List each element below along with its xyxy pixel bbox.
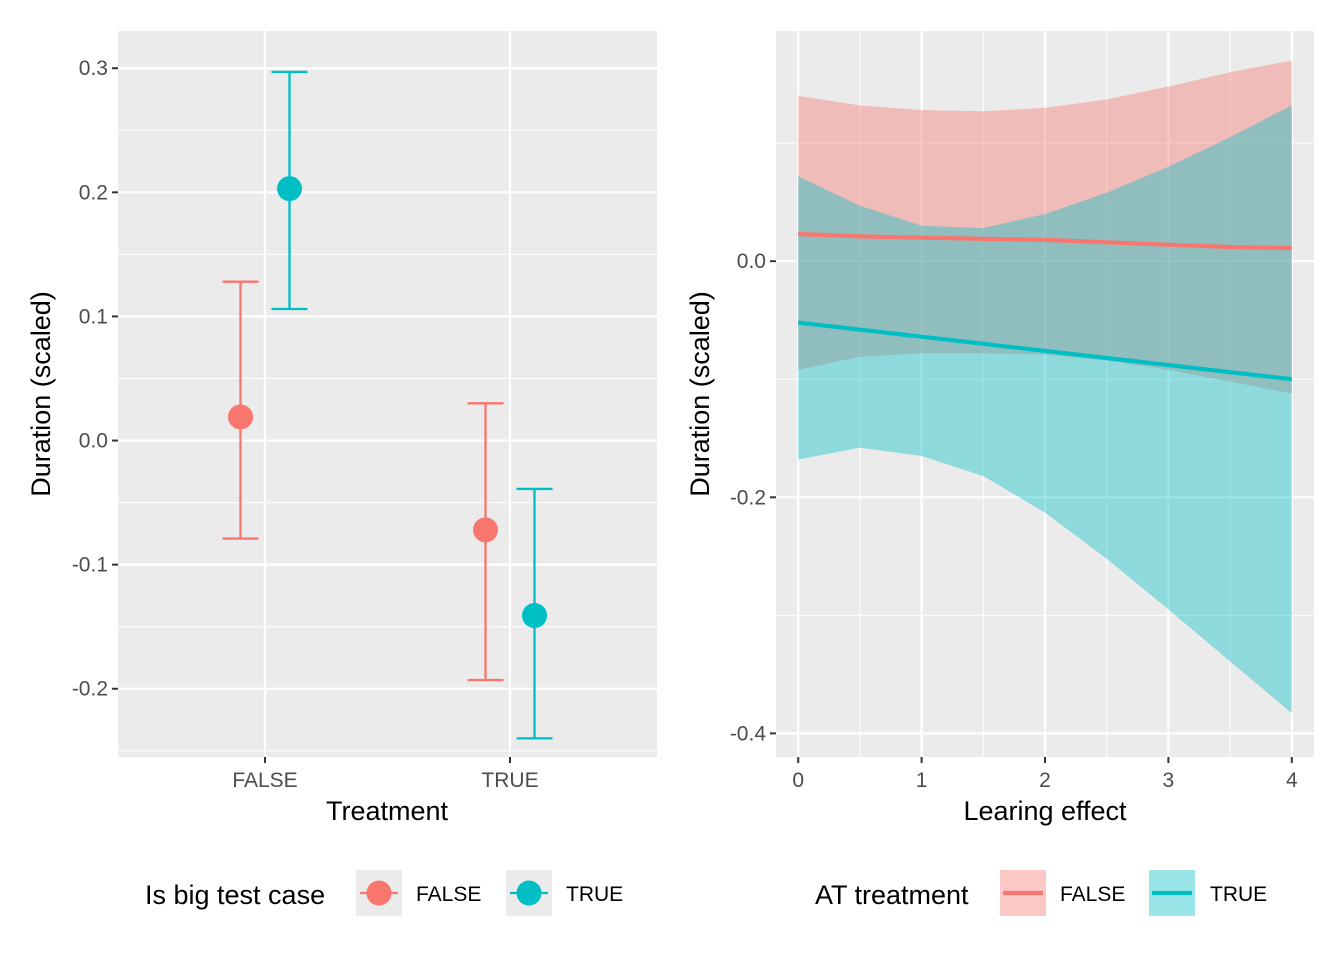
legend-key-point	[366, 880, 392, 906]
right-y-tick-label: -0.4	[730, 722, 767, 745]
point-true-false	[277, 176, 302, 202]
left-y-tick-label: 0.2	[79, 181, 108, 204]
left-y-tick-label: 0.3	[79, 57, 108, 80]
right-legend-key-true: TRUE	[1149, 870, 1267, 916]
confidence-band-false	[798, 60, 1292, 394]
left-x-axis-title: Treatment	[326, 796, 449, 826]
right-legend: AT treatment FALSE TRUE	[815, 870, 1267, 916]
right-x-tick-label: 4	[1286, 769, 1298, 792]
left-legend: Is big test case FALSE TRUE	[145, 870, 623, 916]
right-y-tick-label: -0.2	[730, 486, 766, 509]
right-legend-keys: FALSE TRUE	[1000, 870, 1267, 916]
fit-line-false	[798, 231, 1292, 251]
left-y-tick-label: -0.1	[72, 554, 108, 577]
left-x-tick-label: FALSE	[232, 769, 297, 792]
left-y-tick-label: 0.1	[79, 305, 108, 328]
left-legend-key-true: TRUE	[506, 870, 623, 916]
left-legend-title: Is big test case	[145, 880, 325, 910]
right-x-axis-title: Learing effect	[963, 796, 1127, 826]
fit-line-true	[797, 320, 1293, 382]
point-true-true	[522, 603, 547, 629]
right-x-tick-label: 2	[1039, 769, 1051, 792]
left-x-tick-label: TRUE	[481, 769, 538, 792]
left-legend-keys: FALSE TRUE	[356, 870, 623, 916]
right-chart: -0.4 -0.2 0.0 0 1 2 3 4 Learing effect Duration…	[685, 31, 1314, 916]
right-gridlines	[776, 31, 1314, 757]
right-legend-title: AT treatment	[815, 880, 969, 910]
left-axes: -0.2 -0.1 0.0 0.1 0.2 0.3 FALSE TRUE	[72, 57, 539, 792]
left-legend-key-false: FALSE	[356, 870, 481, 916]
right-x-tick-label: 3	[1163, 769, 1175, 792]
right-x-tick-label: 1	[916, 769, 928, 792]
point-false-true	[473, 517, 498, 543]
right-legend-label-false: FALSE	[1060, 883, 1125, 906]
right-y-axis-title: Duration (scaled)	[685, 291, 715, 497]
left-y-tick-label: -0.2	[72, 678, 108, 701]
left-y-tick-label: 0.0	[79, 430, 108, 453]
left-plot-background	[118, 31, 657, 757]
right-y-tick-label: 0.0	[737, 250, 766, 273]
right-legend-label-true: TRUE	[1210, 883, 1267, 906]
left-gridlines	[118, 31, 657, 757]
left-legend-label-true: TRUE	[566, 883, 623, 906]
left-y-axis-title: Duration (scaled)	[26, 291, 56, 497]
right-data-marks	[797, 60, 1293, 714]
left-legend-label-false: FALSE	[416, 883, 481, 906]
left-data-marks	[222, 70, 553, 740]
right-x-tick-label: 0	[792, 769, 804, 792]
point-false-false	[228, 404, 253, 430]
confidence-band-true	[798, 105, 1292, 714]
right-axes: -0.4 -0.2 0.0 0 1 2 3 4	[730, 250, 1298, 792]
right-legend-key-false: FALSE	[1000, 870, 1125, 916]
legend-key-point	[516, 880, 542, 906]
